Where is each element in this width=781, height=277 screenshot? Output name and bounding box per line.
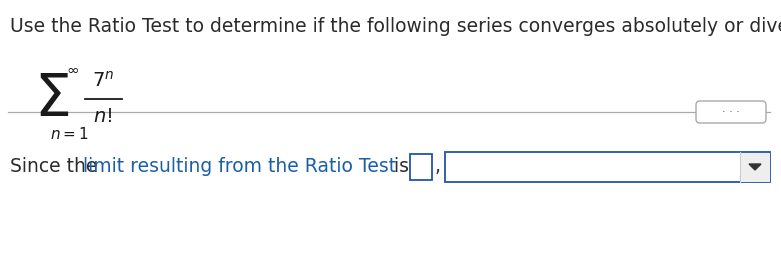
Text: · · ·: · · ·: [722, 107, 740, 117]
Text: $n!$: $n!$: [94, 107, 112, 127]
Text: $n=1$: $n=1$: [50, 126, 88, 142]
FancyBboxPatch shape: [696, 101, 766, 123]
Text: $7^n$: $7^n$: [92, 71, 114, 91]
Text: limit resulting from the Ratio Test: limit resulting from the Ratio Test: [83, 158, 396, 176]
Text: is: is: [388, 158, 409, 176]
FancyBboxPatch shape: [445, 152, 770, 182]
FancyBboxPatch shape: [740, 153, 769, 181]
Text: Since the: Since the: [10, 158, 103, 176]
Polygon shape: [749, 164, 761, 170]
FancyBboxPatch shape: [410, 154, 432, 180]
Text: $\Sigma$: $\Sigma$: [34, 71, 70, 127]
Text: Use the Ratio Test to determine if the following series converges absolutely or : Use the Ratio Test to determine if the f…: [10, 17, 781, 36]
Text: ,: ,: [435, 158, 441, 176]
Text: $\infty$: $\infty$: [66, 61, 79, 76]
